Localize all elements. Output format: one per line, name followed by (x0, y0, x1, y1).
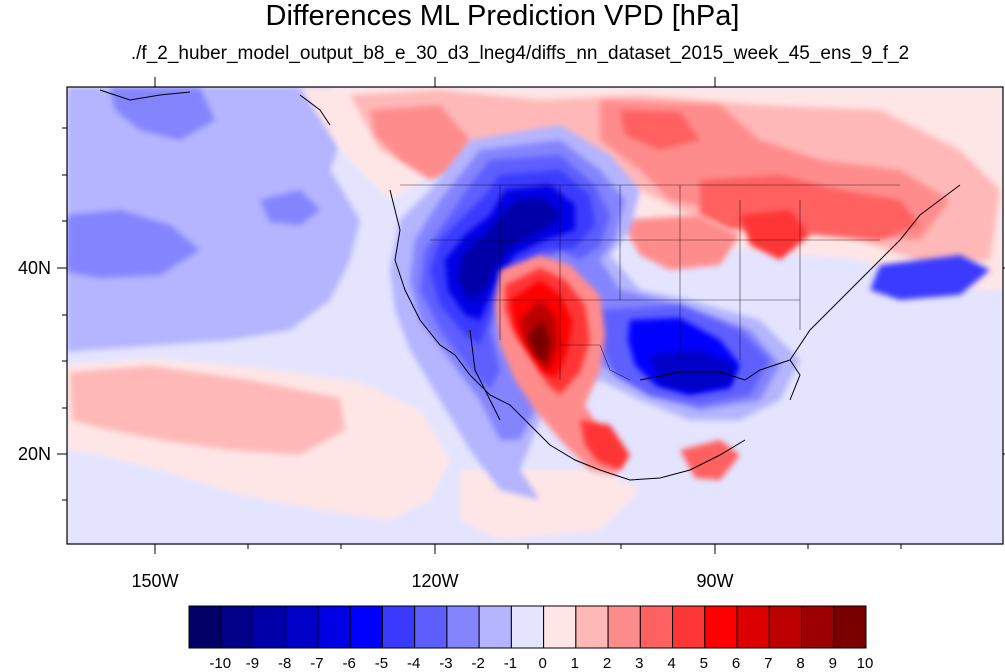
lon-label-90w: 90W (685, 571, 745, 591)
colorbar-box (608, 606, 640, 648)
colorbar-tick-label: 7 (753, 656, 783, 672)
colorbar-tick-label: -10 (205, 656, 235, 672)
colorbar-box (834, 606, 866, 648)
colorbar-box (447, 606, 479, 648)
colorbar-box (286, 606, 318, 648)
colorbar-tick-label: 6 (721, 656, 751, 672)
colorbar-tick-label: -1 (495, 656, 525, 672)
colorbar-box (544, 606, 576, 648)
colorbar-box (382, 606, 414, 648)
colorbar-tick-label: 10 (850, 656, 880, 672)
map-field (67, 87, 1003, 544)
colorbar-box (737, 606, 769, 648)
colorbar-box (479, 606, 511, 648)
colorbar (189, 606, 866, 648)
colorbar-tick-label: -9 (237, 656, 267, 672)
colorbar-tick-label: 0 (528, 656, 558, 672)
colorbar-box (350, 606, 382, 648)
colorbar-tick-label: 9 (818, 656, 848, 672)
colorbar-tick-label: -7 (302, 656, 332, 672)
colorbar-box (415, 606, 447, 648)
colorbar-box (673, 606, 705, 648)
colorbar-box (705, 606, 737, 648)
colorbar-box (640, 606, 672, 648)
colorbar-tick-label: -2 (463, 656, 493, 672)
colorbar-tick-label: 5 (689, 656, 719, 672)
colorbar-box (576, 606, 608, 648)
colorbar-tick-label: 1 (560, 656, 590, 672)
lat-label-20n: 20N (18, 444, 51, 464)
colorbar-tick-label: 8 (786, 656, 816, 672)
colorbar-tick-label: -3 (431, 656, 461, 672)
colorbar-box (221, 606, 253, 648)
colorbar-tick-label: 3 (624, 656, 654, 672)
colorbar-box (318, 606, 350, 648)
colorbar-tick-label: -8 (270, 656, 300, 672)
colorbar-tick-label: -6 (334, 656, 364, 672)
colorbar-box (802, 606, 834, 648)
lat-label-40n: 40N (18, 258, 51, 278)
colorbar-box (253, 606, 285, 648)
colorbar-box (189, 606, 221, 648)
colorbar-tick-label: -4 (399, 656, 429, 672)
colorbar-tick-label: 2 (592, 656, 622, 672)
colorbar-box (769, 606, 801, 648)
lon-label-120w: 120W (405, 571, 465, 591)
lon-label-150w: 150W (125, 571, 185, 591)
colorbar-tick-label: -5 (366, 656, 396, 672)
colorbar-tick-label: 4 (657, 656, 687, 672)
colorbar-box (511, 606, 543, 648)
